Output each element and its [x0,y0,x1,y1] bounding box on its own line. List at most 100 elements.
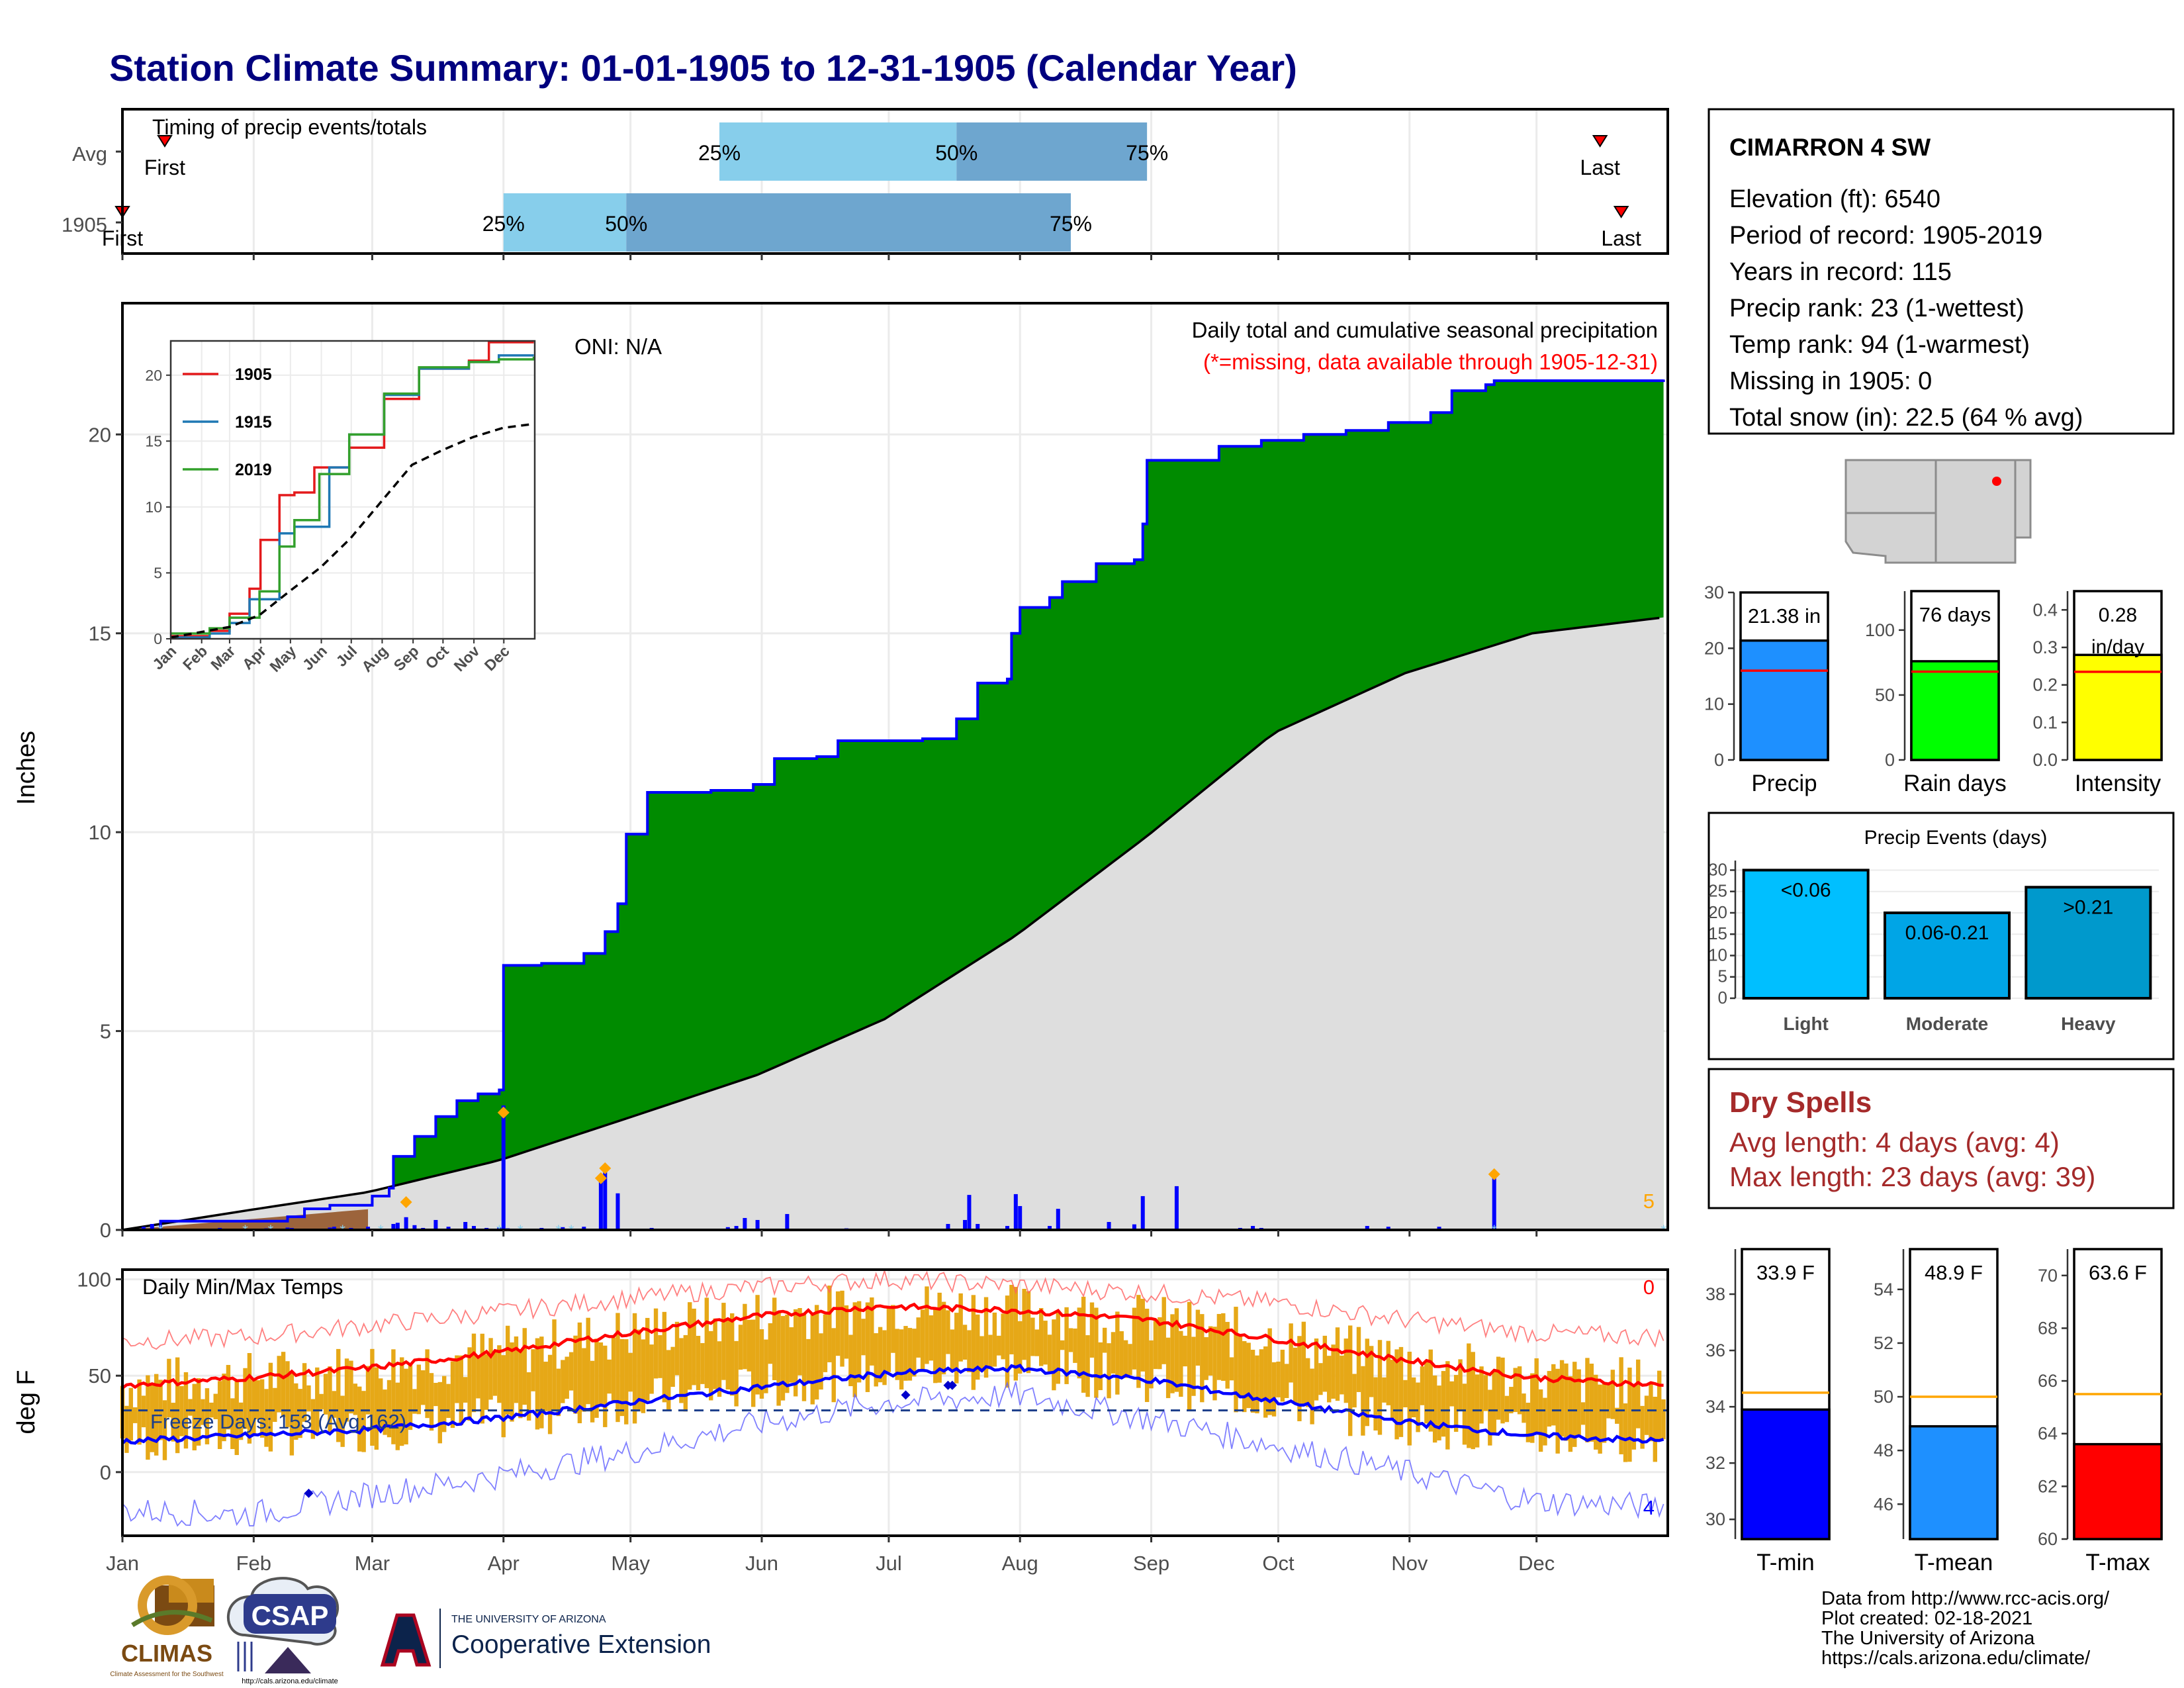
daily-temp-range-bar [370,1348,375,1446]
daily-temp-range-bar [531,1349,535,1391]
precip-stat-bar-value [1910,660,2000,761]
daily-temp-range-bar [598,1342,604,1405]
daily-temp-range-bar [522,1328,527,1405]
daily-temp-range-bar [1165,1337,1171,1399]
timing-last-label: Last [1601,226,1641,250]
daily-precip-bar [1174,1186,1179,1230]
daily-temp-range-bar [1467,1343,1471,1448]
precip-frame [121,302,1669,1231]
timing-bar-q2-avg [956,122,1148,181]
daily-temp-range-bar [319,1393,324,1409]
daily-temp-range-bar [594,1338,599,1418]
daily-precip-bar [1005,1225,1010,1230]
daily-temp-range-bar [1314,1338,1319,1401]
daily-temp-range-bar [840,1290,844,1367]
daily-temp-range-bar [895,1329,899,1380]
ua-main-text: Cooperative Extension [451,1630,711,1659]
month-label-aug: Aug [1002,1552,1038,1575]
daily-temp-range-bar [196,1378,201,1446]
daily-temp-range-bar [387,1380,392,1438]
daily-temp-range-bar [463,1377,468,1403]
normal-max-line [121,1302,1664,1389]
timing-row-avg-label: Avg [72,142,107,165]
temp-stat-bar-value [1741,1408,1831,1540]
temp-stat-ytick-label: 54 [1874,1280,1893,1299]
daily-temp-range-bar [124,1405,129,1453]
cumulative-precip-line [122,379,1665,1231]
precip-stat-value-label: 0.28 [2099,604,2137,626]
precip-stat-ytick-label: 50 [1875,685,1895,705]
daily-temp-range-bar [1047,1335,1052,1374]
daily-temp-range-bar [1013,1287,1019,1381]
daily-temp-range-bar [730,1313,735,1396]
daily-temp-range-bar [141,1395,146,1428]
inset-line-2019 [171,356,535,635]
timing-last-marker [1592,135,1608,148]
precip-stat-ytick-label: 0.1 [2032,712,2058,732]
daily-temp-range-bar [747,1319,751,1372]
daily-temp-range-bar [1522,1393,1526,1423]
daily-temp-range-bar [1267,1328,1272,1415]
daily-temp-range-bar [573,1335,578,1414]
daily-temp-range-bar [323,1374,328,1415]
daily-temp-range-bar [925,1286,929,1364]
daily-temp-range-bar [1602,1382,1607,1443]
daily-temp-range-bar [1513,1368,1518,1413]
timing-bar-q1-1905 [503,193,627,252]
daily-temp-range-bar [992,1312,997,1367]
daily-temp-range-bar [586,1317,590,1405]
daily-temp-range-bar [1276,1361,1281,1397]
temp-stat-ytick-label: 66 [2038,1371,2058,1391]
climas-text: CLIMAS [121,1640,212,1667]
temp-stat-ytick-label: 48 [1874,1440,1893,1460]
daily-temp-range-bar [1242,1341,1247,1413]
daily-temp-range-bar [848,1335,853,1387]
daily-temp-range-bar [1420,1366,1425,1405]
daily-temp-range-bar [230,1398,235,1449]
daily-temp-range-bar [569,1352,574,1391]
daily-temp-range-bar [412,1389,417,1414]
events-category-label: Heavy [2061,1013,2116,1034]
daily-temp-range-bar [255,1380,260,1420]
daily-temp-range-bar [552,1319,557,1411]
record-precip-marker [1488,1168,1500,1180]
temp-stat-2: 60 62 64 66 68 70 63.6 F T-max [2038,1248,2163,1575]
daily-temp-range-bar [1471,1352,1475,1450]
temp-frame [121,1268,1669,1537]
daily-temp-range-bar [1005,1295,1010,1388]
daily-temp-range-bar [789,1327,794,1383]
daily-temp-range-bar [983,1297,989,1378]
daily-temp-range-bar [226,1364,231,1430]
month-label-jul: Jul [876,1552,902,1575]
daily-temp-range-bar [1479,1366,1484,1424]
daily-temp-range-bar [1098,1342,1103,1391]
precip-stat-bar-value [1739,639,1829,761]
events-category-label: Light [1783,1013,1828,1034]
daily-temp-range-bar [988,1335,993,1370]
dry-spells-max: Max length: 23 days (avg: 39) [1729,1161,2095,1192]
temp-stat-bar-value [1909,1425,1999,1540]
daily-temp-range-bar [1327,1356,1332,1403]
record-precip-marker [594,1172,607,1184]
daily-temp-range-bar [1271,1362,1277,1417]
daily-temp-range-bar [1123,1340,1128,1378]
daily-temp-range-bar [929,1315,934,1361]
daily-temp-range-bar [171,1403,175,1442]
daily-temp-range-bar [1496,1356,1501,1420]
daily-precip-bar [1048,1225,1052,1230]
daily-temp-range-bar [1081,1296,1086,1393]
daily-temp-range-bar [298,1389,302,1438]
timing-first-marker [157,135,173,148]
timing-pct-label: 75% [1126,141,1168,165]
daily-temp-range-bar [653,1308,659,1379]
daily-precip-bar [463,1221,468,1230]
daily-precip-bar [332,1227,336,1230]
daily-precip-bar [395,1223,400,1230]
daily-temp-range-bar [556,1368,561,1417]
daily-temp-range-bar [1149,1340,1154,1389]
daily-temp-range-bar [1352,1374,1357,1408]
daily-temp-range-bar [619,1338,625,1417]
daily-temp-range-bar [1085,1335,1090,1397]
